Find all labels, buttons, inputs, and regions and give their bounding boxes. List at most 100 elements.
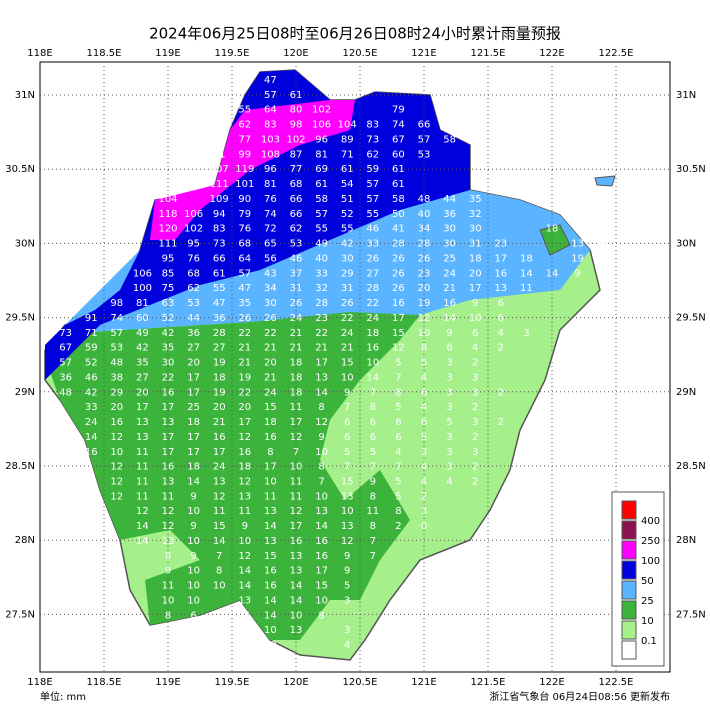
station-value: 30 [443, 239, 456, 250]
station-value: 17 [315, 358, 328, 369]
station-value: 96 [315, 134, 328, 145]
station-value: 38 [110, 372, 123, 383]
station-value: 16 [366, 343, 379, 354]
region-light-blue [45, 190, 590, 380]
station-value: 57 [418, 134, 431, 145]
lat-label-right: 28N [676, 535, 696, 546]
station-value: 30 [341, 253, 354, 264]
station-value: 3 [446, 387, 452, 398]
station-value: 23 [418, 268, 431, 279]
station-value: 4 [446, 476, 452, 487]
station-value: 87 [290, 149, 303, 160]
lon-label-bottom: 121E [411, 677, 436, 688]
lat-label-right: 27.5N [676, 609, 706, 620]
station-value: 72 [264, 224, 277, 235]
station-value: 3 [421, 447, 427, 458]
station-value: 7 [370, 551, 376, 562]
station-value: 61 [315, 179, 328, 190]
station-value: 111 [158, 239, 177, 250]
lon-label-bottom: 122.5E [599, 677, 634, 688]
station-value: 20 [571, 209, 584, 220]
station-value: 26 [392, 268, 405, 279]
station-value: 11 [162, 491, 175, 502]
station-value: 21 [315, 343, 328, 354]
station-value: 26 [366, 253, 379, 264]
station-value: 21 [264, 343, 277, 354]
station-value: 2 [472, 358, 478, 369]
station-value: 14 [366, 372, 379, 383]
station-value: 91 [85, 313, 98, 324]
station-value: 10 [315, 595, 328, 606]
station-value: 13 [238, 595, 251, 606]
station-value: 17 [187, 372, 200, 383]
station-value: 35 [238, 298, 251, 309]
station-value: 3 [446, 358, 452, 369]
station-value: 20 [264, 358, 277, 369]
station-value: 15 [341, 476, 354, 487]
station-value: 22 [315, 328, 328, 339]
legend-swatch [621, 620, 637, 640]
station-value: 3 [421, 506, 427, 517]
station-value: 18 [238, 462, 251, 473]
station-value: 36 [213, 313, 226, 324]
lat-label-right: 29.5N [676, 313, 706, 324]
station-value: 111 [210, 179, 229, 190]
station-value: 17 [392, 313, 405, 324]
station-value: 52 [162, 313, 175, 324]
station-value: 55 [238, 105, 251, 116]
station-value: 41 [392, 224, 405, 235]
station-value: 17 [187, 387, 200, 398]
station-value: 4 [498, 328, 504, 339]
station-value: 16 [264, 432, 277, 443]
station-value: 48 [110, 358, 123, 369]
station-value: 102 [184, 224, 203, 235]
station-value: 68 [238, 239, 251, 250]
station-value: 89 [341, 134, 354, 145]
station-value: 14 [238, 581, 251, 592]
station-value: 7 [216, 551, 222, 562]
station-value: 42 [85, 387, 98, 398]
station-value: 15 [341, 358, 354, 369]
station-value: 67 [59, 343, 72, 354]
station-value: 9 [472, 298, 478, 309]
station-value: 52 [341, 209, 354, 220]
station-value: 3 [344, 625, 350, 636]
station-value: 10 [290, 610, 303, 621]
station-value: 8 [267, 447, 273, 458]
station-value: 32 [469, 209, 482, 220]
station-value: 8 [395, 506, 401, 517]
station-value: 96 [264, 164, 277, 175]
station-value: 62 [366, 149, 379, 160]
station-value: 57 [264, 90, 277, 101]
station-value: 24 [264, 387, 277, 398]
station-value: 13 [264, 506, 277, 517]
station-value: 9 [344, 387, 350, 398]
station-value: 17 [469, 283, 482, 294]
station-value: 17 [264, 462, 277, 473]
lat-label-left: 29N [15, 387, 35, 398]
station-value: 57 [315, 209, 328, 220]
station-value: 66 [213, 253, 226, 264]
station-value: 30 [443, 224, 456, 235]
station-value: 24 [571, 194, 584, 205]
station-value: 14 [264, 610, 277, 621]
station-value: 73 [366, 134, 379, 145]
station-value: 54 [341, 179, 354, 190]
island [539, 224, 571, 256]
lon-label-top: 118.5E [87, 48, 122, 59]
station-value: 24 [85, 417, 98, 428]
station-value: 18 [469, 253, 482, 264]
station-value: 7 [370, 387, 376, 398]
footer-note: 浙江省气象台 06月24日08:56 更新发布 [489, 690, 670, 703]
lat-label-left: 30N [15, 238, 35, 249]
station-value: 48 [59, 387, 72, 398]
station-value: 32 [315, 283, 328, 294]
station-value: 60 [136, 313, 149, 324]
island [594, 175, 616, 187]
unit-label: 单位: mm [40, 690, 86, 703]
station-value: 26 [264, 313, 277, 324]
station-value: 102 [286, 134, 305, 145]
station-value: 57 [110, 328, 123, 339]
station-value: 19 [571, 253, 584, 264]
